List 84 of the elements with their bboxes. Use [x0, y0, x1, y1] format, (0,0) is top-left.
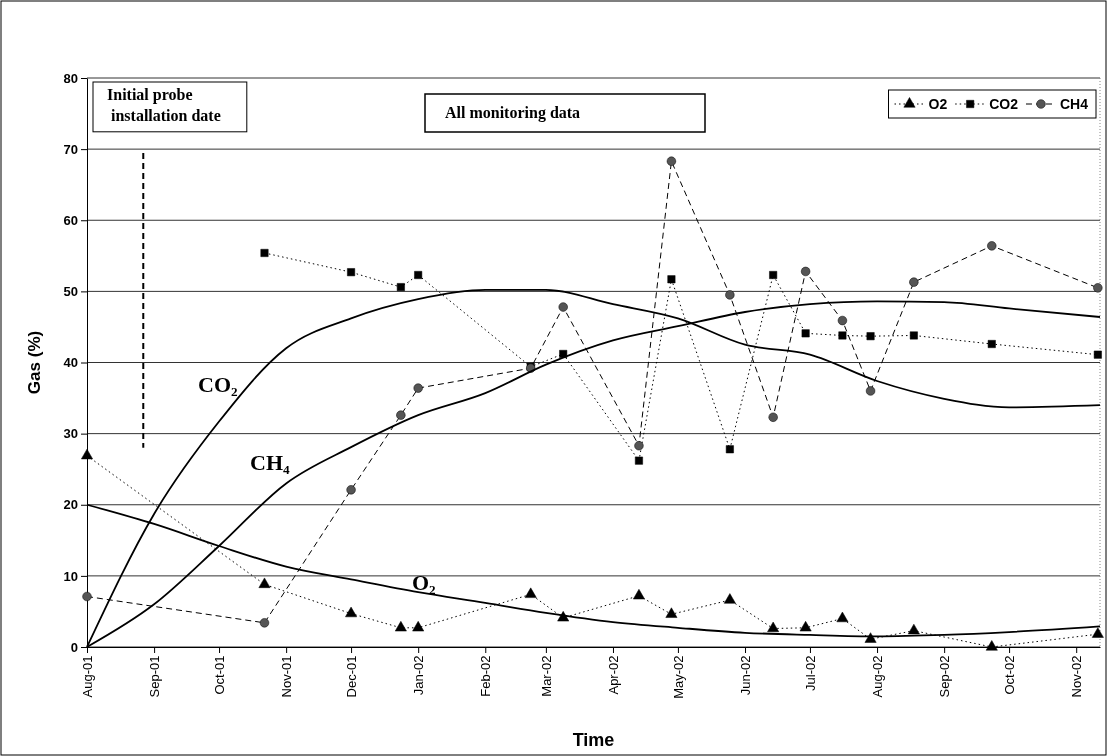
point: [666, 156, 677, 166]
point: [725, 445, 734, 454]
point: [394, 621, 407, 632]
y-tick-label: 60: [63, 212, 78, 228]
point: [396, 410, 406, 420]
annotation: O₂: [412, 570, 437, 595]
point: [413, 383, 423, 393]
point: [909, 277, 919, 287]
point: [82, 591, 92, 602]
x-tick-label: Nov-01: [279, 655, 295, 698]
point: [769, 271, 778, 279]
point: [1093, 350, 1102, 359]
y-tick-label: 80: [63, 70, 78, 86]
point: [667, 275, 676, 284]
x-tick-label: Nov-02: [1069, 655, 1085, 698]
y-tick-label: 20: [63, 497, 78, 513]
x-tick-label: Jul-02: [803, 655, 818, 691]
x-tick-label: Oct-02: [1002, 655, 1018, 695]
x-tick-label: Sep-02: [937, 655, 953, 698]
y-tick-label: 30: [63, 426, 78, 442]
point: [725, 290, 735, 300]
y-tick-label: 40: [63, 355, 78, 371]
label-box: Initial probe installation date: [92, 81, 248, 133]
point: [345, 606, 357, 618]
point: [396, 283, 405, 292]
point: [909, 331, 918, 340]
legend-label: CH4: [1059, 96, 1089, 112]
y-axis-title: Gas (%): [25, 330, 44, 395]
x-tick-label: May-02: [670, 655, 686, 699]
point: [635, 456, 643, 465]
legend-label: O2: [928, 96, 948, 112]
ref-line-label: Initial probe installation date: [107, 86, 221, 124]
point: [665, 607, 678, 618]
legend-label: CO2: [989, 96, 1019, 112]
point: [258, 577, 271, 588]
point: [836, 611, 849, 623]
title-box: All monitoring data: [424, 93, 706, 133]
point: [865, 386, 876, 396]
point: [412, 621, 425, 632]
point: [524, 587, 537, 598]
annotation: CO₂: [198, 372, 238, 397]
x-axis-title: Time: [572, 730, 615, 750]
x-tick-label: Aug-01: [80, 655, 96, 698]
y-tick-label: 50: [63, 284, 78, 300]
x-tick-label: Aug-02: [870, 655, 886, 698]
point: [414, 271, 423, 279]
point: [634, 441, 644, 451]
point: [838, 331, 847, 340]
point: [559, 350, 568, 358]
point: [558, 302, 568, 312]
point: [907, 623, 920, 635]
x-tick-label: Jun-02: [738, 655, 754, 696]
x-tick-label: Mar-02: [538, 655, 554, 697]
point: [801, 329, 810, 338]
point: [767, 621, 780, 633]
y-tick-label: 70: [63, 141, 78, 157]
x-tick-label: Feb-02: [478, 655, 494, 697]
point: [987, 241, 997, 251]
point: [260, 249, 269, 257]
y-tick-label: 10: [63, 568, 78, 584]
point: [1091, 627, 1104, 638]
x-tick-label: Sep-01: [147, 655, 163, 698]
point: [346, 485, 356, 495]
x-tick-label: Apr-02: [606, 655, 622, 695]
point: [985, 640, 998, 651]
y-tick-label: 0: [70, 639, 78, 655]
x-tick-label: Dec-01: [344, 655, 360, 698]
point: [557, 611, 570, 622]
point: [987, 340, 996, 348]
point: [81, 448, 93, 460]
point: [837, 315, 848, 326]
point: [1093, 283, 1103, 293]
annotation: CH₄: [250, 450, 290, 475]
point: [864, 632, 877, 643]
point: [768, 412, 778, 422]
x-tick-label: Oct-01: [212, 655, 228, 695]
point: [801, 266, 811, 277]
point: [799, 621, 812, 632]
point: [633, 589, 645, 600]
point: [259, 618, 270, 628]
point: [723, 593, 736, 604]
point: [347, 268, 356, 277]
x-tick-label: Jan-02: [411, 655, 427, 696]
point: [866, 332, 875, 341]
